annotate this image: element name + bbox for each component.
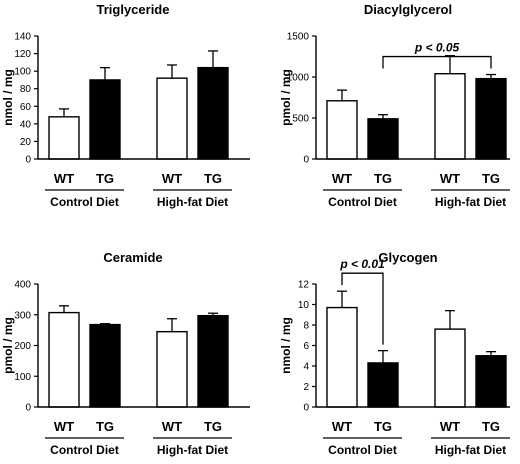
significance-label: p < 0.01 [339, 257, 385, 271]
bar [48, 116, 80, 160]
y-axis-label: pmol / mg [1, 317, 15, 374]
bar [326, 100, 358, 160]
chart-title: Triglyceride [97, 2, 170, 17]
bar [475, 355, 507, 408]
x-category-label: TG [96, 171, 114, 186]
chart-panel-4: Glycogen nmol / mg 0 2 4 6 8 10 12 WT TG WT TG Contro… [279, 250, 510, 457]
x-group-label: High-fat Diet [157, 443, 228, 457]
x-category-label: TG [374, 171, 392, 186]
x-group-label: Control Diet [50, 195, 119, 209]
y-tick-label: 120 [14, 49, 31, 60]
y-tick-label: 500 [292, 114, 309, 125]
y-axis-label: nmol / mg [279, 317, 293, 374]
y-tick-label: 80 [20, 84, 32, 95]
chart-title: Glycogen [378, 250, 437, 265]
x-category-label: WT [332, 171, 352, 186]
y-tick-label: 4 [303, 362, 309, 373]
bar [156, 330, 188, 408]
x-category-label: TG [482, 419, 500, 434]
x-category-label: WT [440, 171, 460, 186]
significance-bracket [341, 272, 384, 345]
x-category-label: WT [54, 171, 74, 186]
bar [197, 314, 229, 408]
y-tick-label: 200 [14, 341, 31, 352]
x-category-label: TG [204, 419, 222, 434]
x-group-label: High-fat Diet [157, 195, 228, 209]
bar [89, 323, 121, 408]
x-category-label: WT [440, 419, 460, 434]
y-tick-label: 300 [14, 310, 31, 321]
significance-label: p < 0.05 [414, 41, 460, 55]
x-category-label: TG [204, 171, 222, 186]
y-tick-label: 0 [25, 155, 31, 166]
significance-bracket [382, 55, 492, 69]
y-tick-label: 60 [20, 102, 32, 113]
y-tick-label: 140 [14, 32, 31, 43]
x-category-label: WT [162, 171, 182, 186]
y-tick-label: 1500 [287, 32, 310, 43]
x-group-label: Control Diet [328, 195, 397, 209]
chart-title: Diacylglycerol [364, 2, 452, 17]
bar [367, 362, 399, 408]
bar [434, 328, 466, 408]
y-tick-label: 0 [303, 155, 309, 166]
bar [434, 73, 466, 160]
x-group-label: Control Diet [328, 443, 397, 457]
x-group-label: High-fat Diet [435, 195, 506, 209]
bar [326, 306, 358, 408]
y-tick-label: 100 [14, 67, 31, 78]
bar [367, 118, 399, 160]
x-category-label: TG [96, 419, 114, 434]
bar [475, 77, 507, 160]
bar [89, 79, 121, 160]
y-tick-label: 40 [20, 119, 32, 130]
y-tick-label: 100 [14, 372, 31, 383]
x-group-label: High-fat Diet [435, 443, 506, 457]
y-tick-label: 0 [25, 403, 31, 414]
y-tick-label: 2 [303, 382, 309, 393]
x-category-label: WT [162, 419, 182, 434]
y-tick-label: 6 [303, 341, 309, 352]
y-tick-label: 12 [298, 280, 310, 291]
y-tick-label: 0 [303, 403, 309, 414]
bar [156, 77, 188, 160]
bar [48, 311, 80, 408]
x-group-label: Control Diet [50, 443, 119, 457]
y-tick-label: 400 [14, 280, 31, 291]
y-axis-label: nmol / mg [1, 69, 15, 126]
y-axis-label: pmol / mg [279, 69, 293, 126]
y-tick-label: 1000 [287, 73, 310, 84]
y-tick-label: 20 [20, 137, 32, 148]
y-tick-label: 8 [303, 321, 309, 332]
chart-panel-3: Ceramide pmol / mg 0 100 200 300 400 WT TG WT TG Co… [1, 250, 250, 457]
bar [197, 66, 229, 160]
chart-panel-2: Diacylglycerol pmol / mg 0 500 1000 1500 WT TG W… [279, 2, 510, 209]
x-category-label: WT [332, 419, 352, 434]
y-tick-label: 10 [298, 300, 310, 311]
x-category-label: TG [482, 171, 500, 186]
chart-panel-1: Triglyceride nmol / mg 0 20 40 60 80 100 120 140 W… [1, 2, 250, 209]
chart-title: Ceramide [103, 250, 162, 265]
x-category-label: WT [54, 419, 74, 434]
x-category-label: TG [374, 419, 392, 434]
